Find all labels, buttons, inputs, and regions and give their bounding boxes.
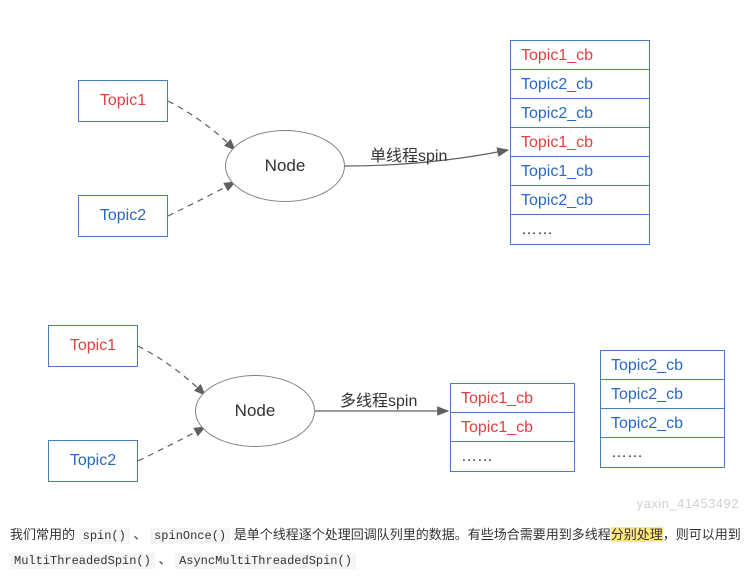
node-label: Node (235, 401, 276, 421)
d2-queue2-cell-3: …… (601, 438, 724, 467)
topic2-label: Topic2 (100, 207, 146, 225)
node-ellipse: Node (225, 130, 345, 202)
edge-label: 多线程spin (340, 387, 417, 411)
code-spin: spin() (79, 528, 130, 544)
d2-queue1-cell-2: …… (451, 442, 574, 471)
topic1-label: Topic1 (100, 92, 146, 110)
diagram-1: Topic1 Topic2 Node 单线程spinTopic1_cbTopic… (10, 10, 743, 315)
d2-queue1-cell-0: Topic1_cb (451, 384, 574, 413)
topic1-box: Topic1 (48, 325, 138, 367)
d2-queue1: Topic1_cbTopic1_cb…… (450, 383, 575, 472)
node-label: Node (265, 156, 306, 176)
d1-queue-cell-0: Topic1_cb (511, 41, 649, 70)
code-spinonce: spinOnce() (150, 528, 230, 544)
topic2-box: Topic2 (78, 195, 168, 237)
topic1-box: Topic1 (78, 80, 168, 122)
topic2-label: Topic2 (70, 452, 116, 470)
topic2-box: Topic2 (48, 440, 138, 482)
d1-queue-cell-3: Topic1_cb (511, 128, 649, 157)
d1-queue-cell-4: Topic1_cb (511, 157, 649, 186)
d1-queue-cell-6: …… (511, 215, 649, 244)
diagram-2: Topic1 Topic2 Node 多线程spinTopic1_cbTopic… (10, 315, 743, 515)
d1-queue: Topic1_cbTopic2_cbTopic2_cbTopic1_cbTopi… (510, 40, 650, 245)
highlight-text: 分别处理 (611, 527, 663, 542)
code-mts: MultiThreadedSpin() (10, 553, 155, 569)
d1-queue-cell-2: Topic2_cb (511, 99, 649, 128)
d2-queue2-cell-2: Topic2_cb (601, 409, 724, 438)
d2-queue2-cell-1: Topic2_cb (601, 380, 724, 409)
watermark: yaxin_41453492 (637, 496, 739, 511)
code-amts: AsyncMultiThreadedSpin() (175, 553, 356, 569)
d2-queue1-cell-1: Topic1_cb (451, 413, 574, 442)
d1-queue-cell-5: Topic2_cb (511, 186, 649, 215)
edge-label: 单线程spin (370, 142, 447, 166)
caption-text: 我们常用的 spin() 、 spinOnce() 是单个线程逐个处理回调队列里… (10, 523, 743, 573)
d1-queue-cell-1: Topic2_cb (511, 70, 649, 99)
node-ellipse: Node (195, 375, 315, 447)
d2-queue2-cell-0: Topic2_cb (601, 351, 724, 380)
topic1-label: Topic1 (70, 337, 116, 355)
d2-queue2: Topic2_cbTopic2_cbTopic2_cb…… (600, 350, 725, 468)
